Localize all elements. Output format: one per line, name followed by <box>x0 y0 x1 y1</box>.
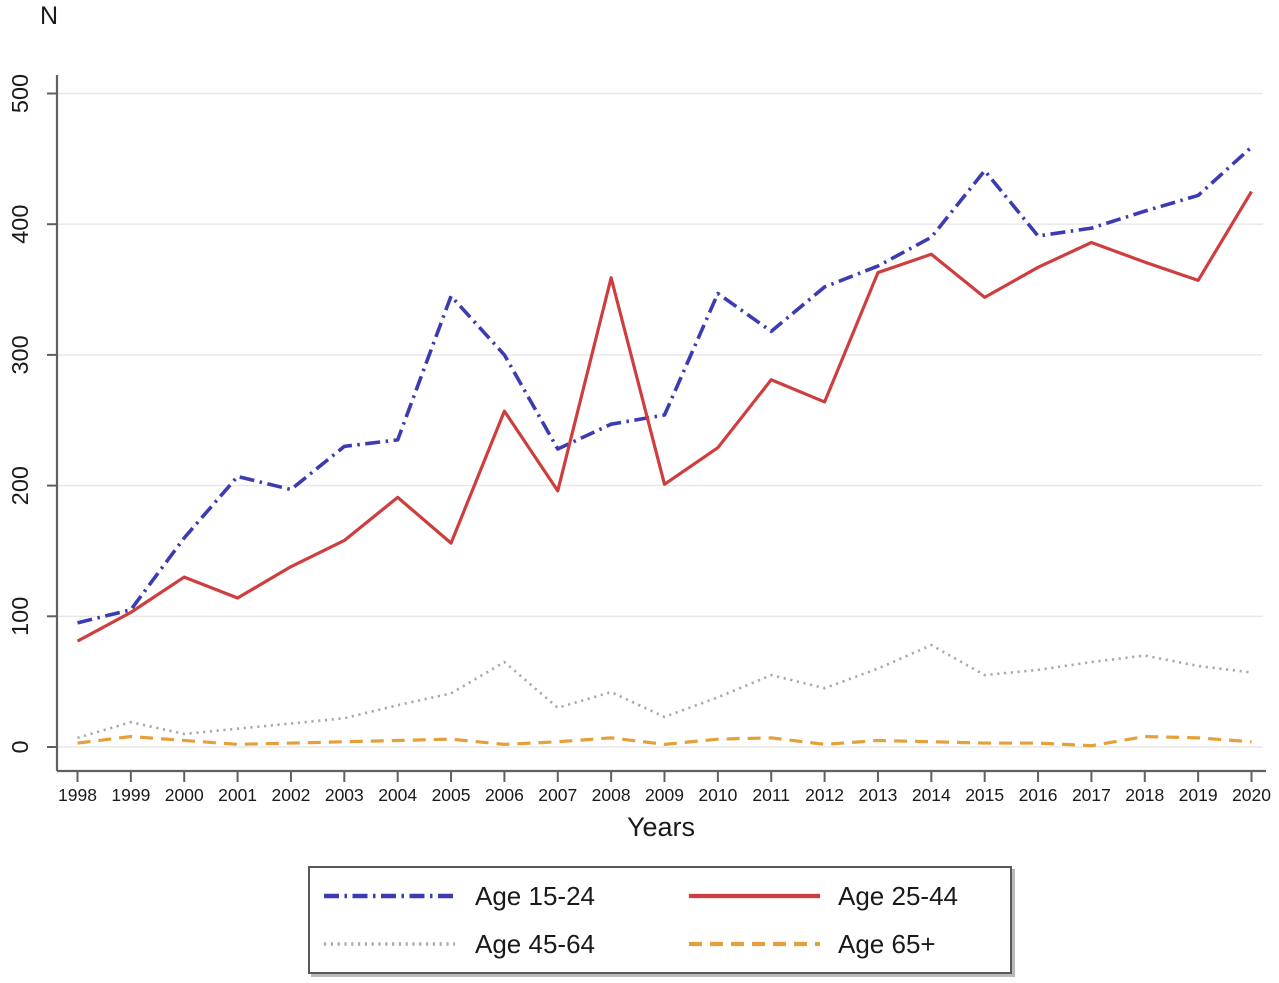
series-line-age-15-24 <box>77 145 1253 625</box>
line-chart: 0 100 200 300 400 500 1998 1999 2000 2001 2002 2003… <box>7 74 1271 805</box>
legend-label-age-25-44: Age 25-44 <box>838 880 958 911</box>
x-tick-label-2013: 2013 <box>858 785 897 805</box>
x-tick-label-2019: 2019 <box>1179 785 1218 805</box>
x-tick-label-2002: 2002 <box>271 785 310 805</box>
x-tick-label-1998: 1998 <box>58 785 97 805</box>
x-tick-label-2005: 2005 <box>432 785 471 805</box>
x-tick-label-2011: 2011 <box>752 785 790 805</box>
x-tick-label-2009: 2009 <box>645 785 684 805</box>
x-tick-label-2012: 2012 <box>805 785 844 805</box>
x-tick-label-2018: 2018 <box>1125 785 1164 805</box>
legend-sample-age-45-64 <box>324 942 455 946</box>
series-line-age-45-64 <box>77 643 1252 740</box>
x-tick-label-2007: 2007 <box>538 785 577 805</box>
x-axis-title: Years <box>626 812 696 842</box>
y-tick-label-0: 0 <box>7 740 33 753</box>
y-axis-title: N <box>40 2 59 30</box>
legend-sample-age-15-24 <box>324 893 455 899</box>
x-tick-label-2020: 2020 <box>1232 785 1271 805</box>
y-tick-label-500: 500 <box>7 74 33 113</box>
y-tick-label-300: 300 <box>7 335 33 374</box>
y-tick-label-200: 200 <box>7 466 33 505</box>
legend-box: Age 15-24 Age 25-44 Age 45-64 Age 65+ <box>308 866 1012 974</box>
x-tick-label-2004: 2004 <box>378 785 417 805</box>
x-tick-label-2008: 2008 <box>592 785 631 805</box>
x-tick-label-2016: 2016 <box>1019 785 1058 805</box>
legend-sample-age-65plus <box>689 941 820 947</box>
x-tick-label-2010: 2010 <box>698 785 737 805</box>
x-tick-label-2001: 2001 <box>218 785 257 805</box>
x-tick-label-2014: 2014 <box>912 785 951 805</box>
x-tick-label-2006: 2006 <box>485 785 524 805</box>
x-tick-label-2017: 2017 <box>1072 785 1111 805</box>
legend-label-age-65plus: Age 65+ <box>838 928 936 959</box>
legend-label-age-45-64: Age 45-64 <box>475 928 595 959</box>
x-tick-label-2003: 2003 <box>325 785 364 805</box>
series-line-age-25-44 <box>76 190 1253 643</box>
x-tick-label-2000: 2000 <box>165 785 204 805</box>
x-tick-label-1999: 1999 <box>111 785 150 805</box>
y-tick-label-400: 400 <box>7 205 33 244</box>
y-tick-label-100: 100 <box>7 597 33 636</box>
series-line-age-65- <box>77 734 1252 748</box>
x-tick-label-2015: 2015 <box>965 785 1004 805</box>
legend-label-age-15-24: Age 15-24 <box>475 880 595 911</box>
legend-sample-age-25-44 <box>689 893 820 899</box>
